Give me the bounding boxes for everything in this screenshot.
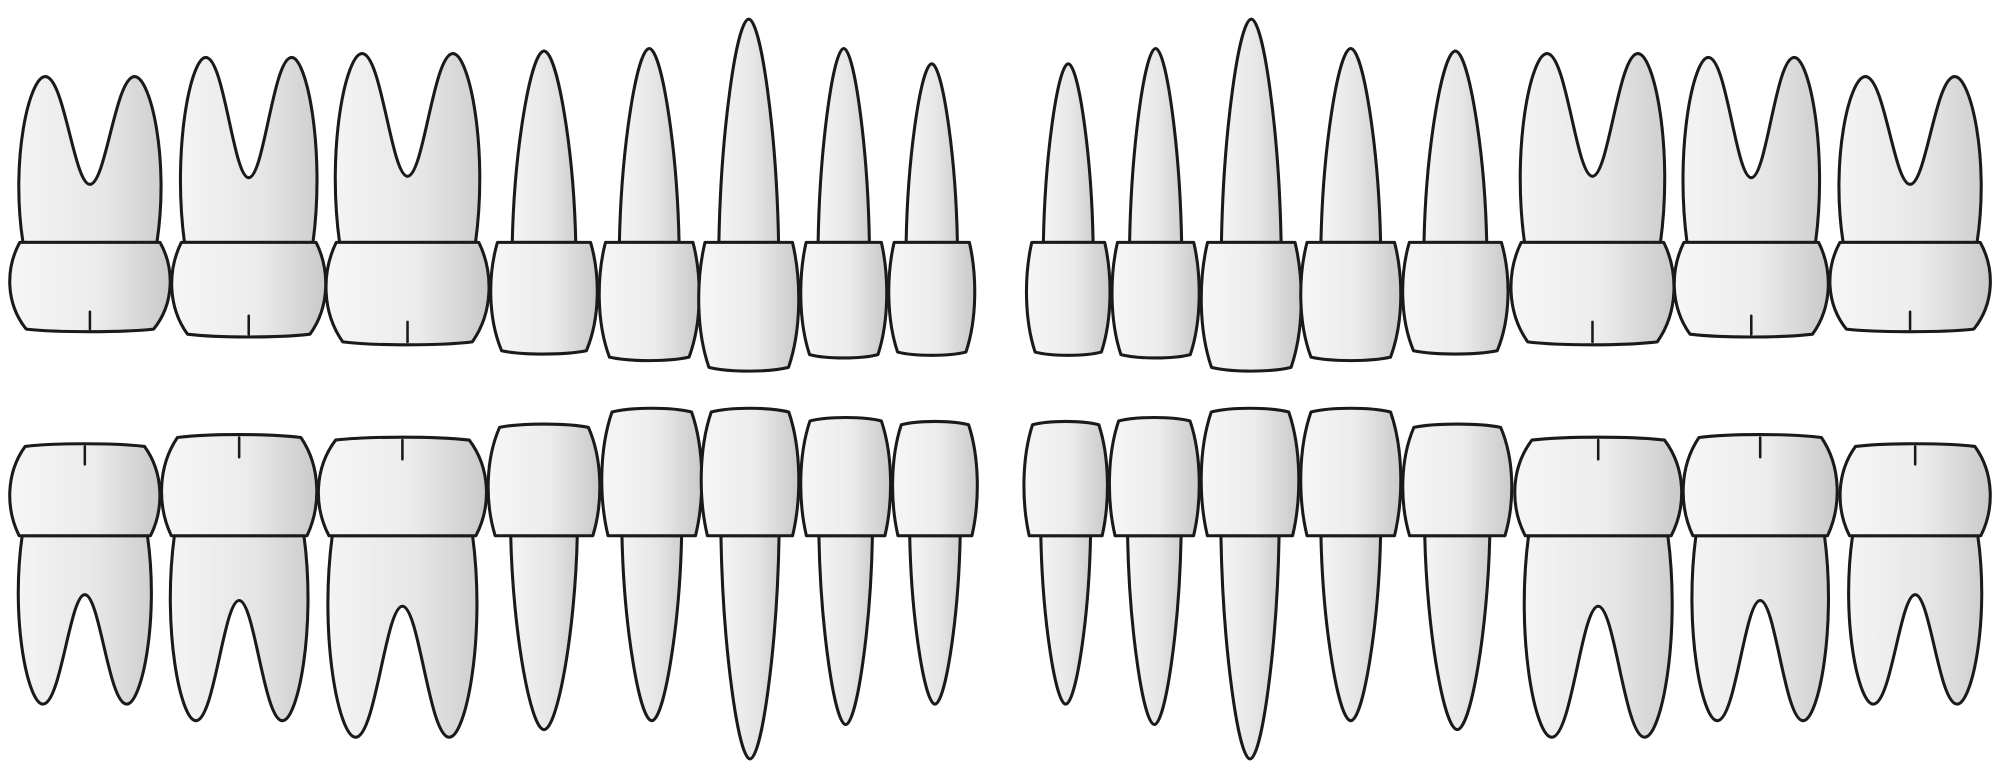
- tooth-root: [908, 534, 962, 706]
- tooth-root: [1041, 62, 1095, 244]
- tooth-root: [1518, 52, 1667, 244]
- tooth-crown: [1299, 240, 1403, 363]
- tooth-root: [620, 534, 684, 723]
- tooth-crown: [316, 435, 488, 538]
- tooth-crown: [486, 422, 602, 538]
- tooth-crown: [799, 240, 889, 360]
- tooth-root: [1126, 534, 1183, 727]
- tooth-root: [817, 534, 874, 727]
- tooth-crown: [1107, 416, 1201, 538]
- tooth-crown: [1024, 240, 1112, 357]
- tooth-crown: [697, 240, 801, 373]
- tooth-root: [333, 52, 482, 244]
- tooth-crown: [1022, 419, 1109, 538]
- tooth-root: [1039, 534, 1093, 706]
- tooth-root: [1219, 534, 1281, 761]
- tooth-crown: [8, 442, 162, 538]
- tooth-crown: [1838, 442, 1992, 538]
- tooth-root: [719, 534, 781, 761]
- tooth-crown: [1401, 422, 1514, 538]
- tooth-crown: [8, 240, 172, 334]
- tooth-root: [617, 46, 681, 244]
- tooth-root: [1219, 17, 1283, 244]
- tooth-root: [1422, 49, 1489, 244]
- tooth-crown: [1681, 433, 1839, 538]
- tooth-root: [178, 55, 319, 244]
- tooth-crown: [1828, 240, 1992, 334]
- tooth-root: [1681, 55, 1822, 244]
- tooth-crown: [1672, 240, 1830, 339]
- tooth-crown: [600, 406, 704, 538]
- tooth-crown: [489, 240, 599, 356]
- tooth-root: [17, 75, 163, 244]
- tooth-crown: [1401, 240, 1510, 356]
- tooth-root: [510, 49, 578, 244]
- tooth-root: [16, 534, 153, 706]
- tooth-crown: [597, 240, 701, 363]
- tooth-crown: [1513, 435, 1684, 538]
- tooth-root: [1522, 534, 1674, 739]
- tooth-root: [816, 46, 871, 244]
- tooth-crown: [1110, 240, 1201, 360]
- tooth-crown: [324, 240, 491, 347]
- tooth-root: [1423, 534, 1492, 732]
- tooth-root: [1837, 75, 1983, 244]
- tooth-root: [1847, 534, 1984, 706]
- tooth-crown: [891, 419, 979, 538]
- tooth-root: [1319, 46, 1383, 244]
- tooth-crown: [160, 433, 319, 538]
- tooth-crown: [1199, 406, 1301, 538]
- tooth-crown: [887, 240, 977, 357]
- tooth-root: [1128, 46, 1184, 244]
- tooth-root: [904, 62, 959, 244]
- tooth-crown: [699, 406, 801, 538]
- tooth-root: [717, 17, 781, 244]
- tooth-root: [509, 534, 579, 732]
- tooth-root: [168, 534, 310, 723]
- tooth-crown: [1199, 240, 1303, 373]
- tooth-root: [326, 534, 479, 739]
- tooth-crown: [1299, 406, 1403, 538]
- tooth-crown: [799, 416, 893, 538]
- tooth-root: [1690, 534, 1830, 723]
- tooth-root: [1319, 534, 1383, 723]
